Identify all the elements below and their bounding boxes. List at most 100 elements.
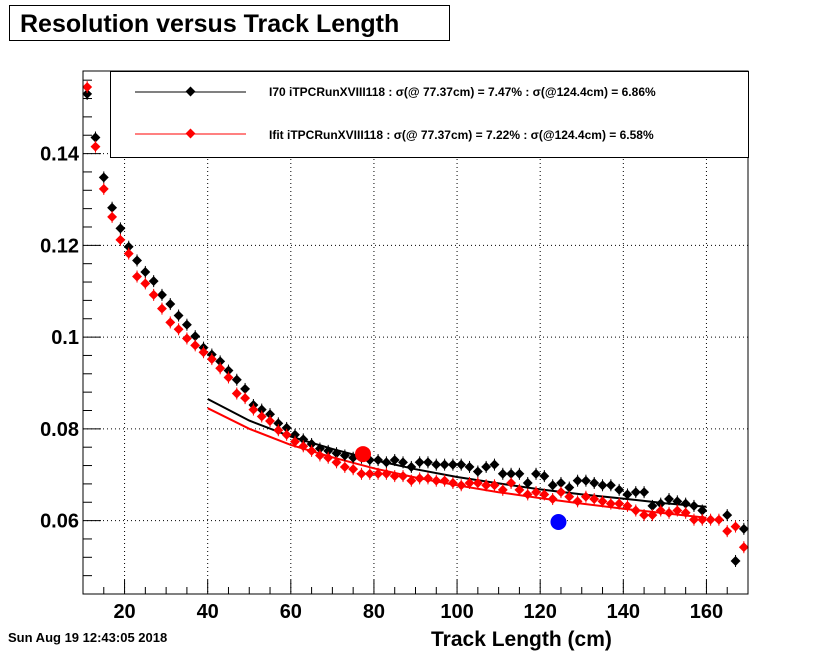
legend: I70 iTPCRunXVIII118 : σ(@ 77.37cm) = 7.4… [110,71,749,158]
data-point-i70 [472,466,483,477]
data-point-i70 [190,331,201,342]
data-point-ifit [190,340,201,351]
data-point-i70 [647,500,658,511]
data-point-i70 [564,482,575,493]
data-point-ifit [497,484,508,495]
y-tick-label: 0.12 [40,235,79,257]
data-point-ifit [564,491,575,502]
data-point-ifit [256,411,267,422]
data-point-i70 [738,523,749,534]
data-point-ifit [82,82,93,92]
data-point-i70 [256,404,267,415]
data-point-i70 [497,468,508,479]
data-point-i70 [689,500,699,511]
data-point-ifit [605,498,616,509]
marker-124cm [550,513,567,530]
data-point-ifit [132,271,142,282]
data-point-ifit [697,514,708,525]
y-tick-labels: 0.06 0.08 0.1 0.12 0.14 [40,144,80,533]
data-point-ifit [165,317,176,328]
data-point-i70 [680,498,691,509]
y-tick-label: 0.14 [40,144,80,166]
data-point-ifit [306,445,317,456]
data-point-ifit [472,478,483,488]
data-point-i70 [148,276,159,287]
data-point-ifit [738,542,749,553]
x-axis-label: Track Length (cm) [431,628,612,651]
data-point-i70 [414,457,425,468]
data-point-i70 [223,365,234,376]
data-point-ifit [215,363,226,374]
legend-marker-i70 [185,86,196,97]
data-point-ifit [248,404,259,415]
data-point-i70 [231,374,242,385]
data-point-i70 [547,480,558,491]
data-point-i70 [82,88,93,99]
data-point-ifit [689,514,699,525]
data-point-i70 [215,356,226,367]
x-tick-label: 20 [113,601,135,623]
data-point-i70 [273,418,284,429]
data-point-i70 [614,484,625,495]
legend-entry-ifit: Ifit iTPCRunXVIII118 : σ(@ 77.37cm) = 7.… [269,128,654,142]
data-point-ifit [198,347,209,358]
data-point-ifit [298,441,309,452]
data-point-i70 [664,494,674,504]
x-tick-label: 100 [440,601,473,623]
data-point-i70 [281,422,292,433]
x-tick-label: 140 [607,601,640,623]
data-point-ifit [206,354,217,365]
data-point-ifit [713,514,724,525]
data-point-i70 [165,299,176,310]
data-point-ifit [439,475,450,486]
y-tick-label: 0.06 [40,511,79,533]
x-tick-label: 40 [197,601,219,623]
data-point-i70 [339,450,350,461]
data-point-i70 [132,255,142,266]
data-point-ifit [547,494,558,504]
data-point-ifit [348,464,359,475]
data-point-ifit [705,514,716,525]
data-point-ifit [398,471,408,482]
x-tick-labels: 20 40 60 80 100 120 140 160 [113,601,723,623]
data-point-ifit [672,505,683,516]
data-point-i70 [580,475,591,486]
data-point-i70 [298,434,309,445]
data-point-i70 [439,459,450,470]
timestamp: Sun Aug 19 12:43:05 2018 [8,630,168,645]
data-point-ifit [240,393,251,404]
data-point-i70 [265,409,275,420]
data-point-ifit [589,494,600,504]
data-point-ifit [98,183,109,194]
data-point-i70 [556,478,566,488]
y-tick-label: 0.08 [40,419,79,441]
data-point-ifit [223,372,234,383]
data-point-ifit [140,278,151,289]
chart-title-box: Resolution versus Track Length [9,5,450,41]
data-point-ifit [107,211,118,222]
data-point-i70 [389,455,400,465]
data-point-ifit [389,471,400,482]
data-point-ifit [506,478,517,488]
data-point-ifit [614,498,625,509]
data-point-i70 [140,267,151,277]
data-point-i70 [431,459,442,470]
data-point-ifit [447,478,458,488]
data-point-i70 [98,172,109,183]
data-point-ifit [522,489,533,500]
y-tick-label: 0.1 [51,327,79,349]
data-point-ifit [431,475,442,486]
data-point-i70 [589,478,600,488]
data-point-ifit [123,248,134,259]
data-point-ifit [406,475,417,486]
data-point-ifit [456,480,467,491]
data-point-i70 [531,468,541,479]
data-point-ifit [630,505,641,516]
data-point-ifit [481,480,492,491]
data-point-ifit [156,303,167,314]
x-tick-label: 120 [524,601,557,623]
data-point-i70 [639,487,650,498]
marker-77cm [355,446,372,463]
data-point-ifit [364,468,375,479]
